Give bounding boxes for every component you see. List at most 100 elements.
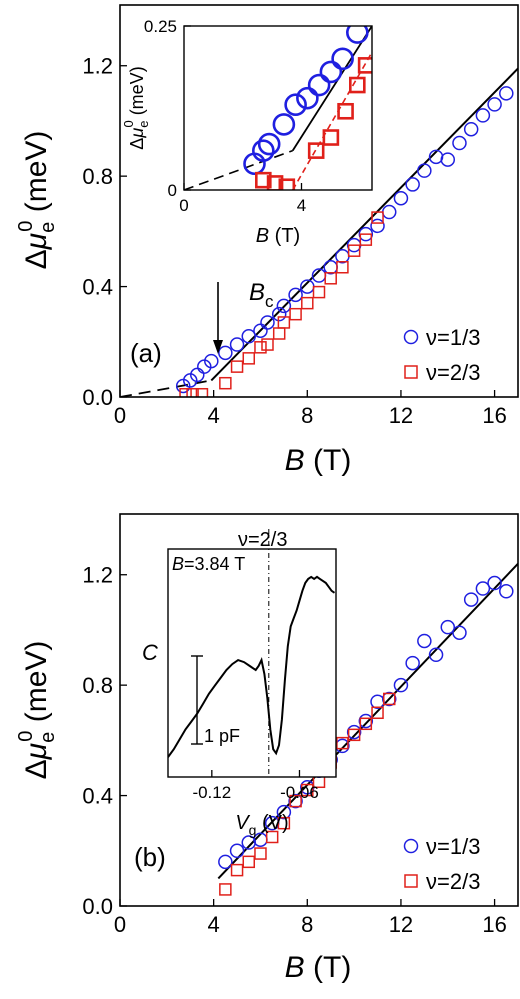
panel-a-ylabel: Δμe0 (meV) bbox=[15, 131, 59, 270]
inset-a-point-s0-9 bbox=[346, 26, 369, 44]
inset-a-point-s0-4 bbox=[284, 93, 307, 117]
panel-a-point-s1-13 bbox=[324, 272, 337, 285]
inset-b-ylabel: C bbox=[142, 640, 158, 665]
panel-a-point-s0-26 bbox=[452, 135, 467, 151]
inset-a-point-s1-4 bbox=[322, 129, 340, 146]
panel-a-point-s1-15 bbox=[347, 244, 361, 257]
panel-a-point-s0-30 bbox=[499, 86, 514, 101]
inset-a-point-s0-1 bbox=[252, 139, 275, 162]
scale-bar: 1 pF bbox=[191, 655, 240, 746]
panel-a-xtick-label-3: 12 bbox=[389, 403, 413, 428]
panel-a: 0 4 8 12 16 0.00.40.81.2 B (T) Δμe0 (meV) (a… bbox=[15, 4, 519, 477]
legend-label-nu13: ν=1/3 bbox=[426, 325, 480, 350]
panel-a-point-s1-2 bbox=[195, 387, 209, 397]
panel-a-point-s1-4 bbox=[230, 360, 244, 373]
panel-a-xtick-label-0: 0 bbox=[114, 403, 126, 428]
panel-a-point-s1-5 bbox=[242, 352, 256, 365]
panel-b-point-s1-2 bbox=[242, 855, 256, 869]
panel-a-point-s1-3 bbox=[219, 376, 232, 390]
inset-b-nu-label: ν=2/3 bbox=[238, 529, 287, 551]
panel-a-point-s1-1 bbox=[186, 387, 199, 397]
panel-b-point-s0-24 bbox=[499, 584, 514, 599]
panel-a-xtick-label-1: 4 bbox=[208, 403, 220, 428]
panel-b-xtick-label-4: 16 bbox=[482, 912, 506, 937]
legend-label-nu23: ν=2/3 bbox=[426, 360, 480, 385]
panel-a-point-s1-14 bbox=[336, 261, 349, 274]
inset-b-xticks: -0.12 -0.06 bbox=[192, 770, 319, 802]
panel-b-point-s1-10 bbox=[336, 736, 349, 750]
inset-a-ytick-label-0: 0 bbox=[168, 181, 177, 200]
panel-b-point-s1-7 bbox=[301, 783, 314, 797]
panel-a-xtick-label-2: 8 bbox=[301, 403, 313, 428]
panel-a-point-s0-23 bbox=[417, 163, 432, 178]
panel-b-xticks: 0 4 8 12 16 bbox=[114, 899, 507, 937]
panel-b-point-s0-16 bbox=[405, 655, 420, 671]
inset-a-point-s1-5 bbox=[337, 102, 354, 120]
panel-b-yticks: 0.0 0.4 0.8 1.2 bbox=[82, 563, 127, 919]
panel-a-point-s0-4 bbox=[204, 353, 219, 369]
panel-a-point-s0-25 bbox=[440, 152, 456, 167]
panel-a-ytick-label-0: 0.0 bbox=[82, 385, 113, 410]
inset-b-annotation-b: B=3.84 T bbox=[172, 554, 245, 574]
inset-a-background bbox=[184, 26, 372, 190]
bc-annotation: Bc bbox=[213, 279, 274, 354]
inset-b-data bbox=[168, 575, 336, 758]
panel-a-point-s0-12 bbox=[288, 287, 303, 303]
panel-a-point-s1-16 bbox=[359, 233, 373, 246]
bc-label: Bc bbox=[249, 279, 274, 311]
panel-a-point-s1-10 bbox=[289, 307, 302, 321]
panel-b-ytick-label-2: 0.8 bbox=[82, 673, 113, 698]
inset-a-point-s1-0 bbox=[255, 171, 272, 189]
scale-bar-label: 1 pF bbox=[204, 726, 240, 746]
panel-a-point-s0-20 bbox=[381, 204, 397, 220]
panel-a-point-s1-0 bbox=[179, 387, 192, 397]
inset-a-point-s1-2 bbox=[278, 178, 296, 190]
panel-b-point-s1-3 bbox=[254, 847, 267, 860]
legend-marker-nu13 bbox=[403, 329, 419, 345]
panel-b-xtick-label-3: 12 bbox=[389, 912, 413, 937]
panel-a-xlabel: B (T) bbox=[285, 444, 352, 477]
panel-a-point-s0-27 bbox=[463, 121, 479, 137]
inset-a-xtick-label-0: 0 bbox=[179, 196, 188, 215]
panel-a-point-s0-15 bbox=[323, 260, 338, 275]
legend-b-marker-nu13 bbox=[403, 838, 419, 854]
panel-b-point-s1-6 bbox=[289, 794, 302, 808]
panel-b-point-s1-4 bbox=[265, 830, 279, 844]
inset-b-xtick-label-0: -0.12 bbox=[192, 783, 231, 802]
panel-a-point-s0-6 bbox=[229, 337, 245, 352]
panel-a-point-s0-7 bbox=[241, 329, 257, 344]
inset-a-frame bbox=[183, 25, 373, 191]
panel-a-point-s0-19 bbox=[370, 218, 385, 234]
panel-a-ytick-label-1: 0.4 bbox=[82, 274, 113, 299]
inset-a-point-s0-3 bbox=[272, 113, 296, 136]
inset-a-ytick-label-1: 0.25 bbox=[144, 17, 177, 36]
inset-a-point-s0-2 bbox=[257, 132, 281, 156]
inset-a-point-s0-7 bbox=[319, 60, 343, 84]
legend-b-label-nu13: ν=1/3 bbox=[426, 834, 480, 859]
panel-b-point-s0-20 bbox=[452, 625, 467, 640]
panel-b-point-s0-1 bbox=[229, 843, 245, 859]
panel-b-ytick-label-0: 0.0 bbox=[82, 894, 113, 919]
panel-b-point-s0-21 bbox=[463, 592, 479, 607]
inset-a-point-s1-7 bbox=[357, 57, 372, 74]
panel-a-frame bbox=[119, 4, 519, 398]
panel-a-point-s1-7 bbox=[261, 338, 274, 351]
panel-a-point-s0-18 bbox=[358, 226, 374, 242]
inset-a-yticks: 00.25 bbox=[144, 17, 191, 200]
inset-a-point-s1-3 bbox=[307, 142, 325, 159]
inset-b-background bbox=[168, 549, 336, 777]
panel-a-point-s1-8 bbox=[272, 327, 286, 340]
inset-a-data bbox=[184, 26, 372, 190]
panel-b-xtick-label-0: 0 bbox=[114, 912, 126, 937]
panel-b-point-s0-22 bbox=[475, 581, 491, 596]
inset-a-point-s0-6 bbox=[307, 73, 331, 97]
bc-arrow-head bbox=[213, 340, 223, 354]
panel-b: 0 4 8 12 16 0.0 0.4 0.8 1.2 B (T) Δμe0 (meV) (b… bbox=[15, 513, 519, 984]
panel-a-ytick-label-3: 1.2 bbox=[82, 54, 113, 79]
inset-a-fit-red-dashed bbox=[291, 51, 372, 190]
panel-a-ytick-label-2: 0.8 bbox=[82, 164, 113, 189]
panel-b-point-s1-12 bbox=[359, 717, 373, 731]
inset-a-xlabel: B (T) bbox=[256, 225, 300, 247]
inset-b: -0.12 -0.06 B=3.84 T ν=2/3 C Vg (V) 1 pF bbox=[142, 529, 337, 838]
